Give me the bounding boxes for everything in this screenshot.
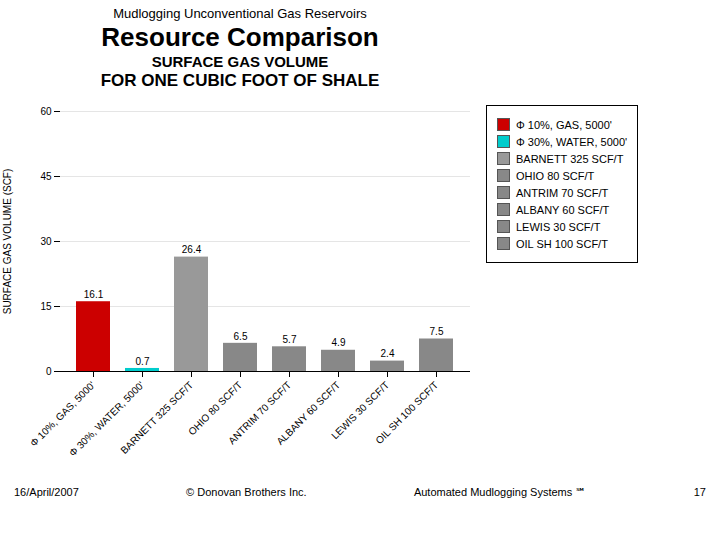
- svg-text:16.1: 16.1: [84, 289, 104, 300]
- html-text:OHIO 80 SCF/T: OHIO 80 SCF/T: [516, 169, 595, 182]
- html-text:OIL SH 100 SCF/T: OIL SH 100 SCF/T: [516, 237, 608, 250]
- svg-text:Φ 10%, GAS, 5000': Φ 10%, GAS, 5000': [27, 379, 98, 449]
- svg-text:SURFACE GAS VOLUME (SCF): SURFACE GAS VOLUME (SCF): [2, 169, 13, 315]
- svg-text:26.4: 26.4: [182, 244, 202, 255]
- html-text:Φ 10%, GAS, 5000': Φ 10%, GAS, 5000': [516, 118, 612, 131]
- html-text:Φ 30%, WATER, 5000': Φ 30%, WATER, 5000': [516, 135, 628, 148]
- html-text:ANTRIM 70 SCF/T: ANTRIM 70 SCF/T: [516, 186, 609, 199]
- html-text:16/April/2007: 16/April/2007: [14, 486, 79, 499]
- svg-text:7.5: 7.5: [430, 326, 444, 337]
- svg-text:Φ 30%, WATER, 5000': Φ 30%, WATER, 5000': [66, 379, 147, 459]
- html-text:SURFACE GAS VOLUME: SURFACE GAS VOLUME: [151, 52, 329, 70]
- svg-text:2.4: 2.4: [381, 348, 395, 359]
- html-text:ALBANY 60 SCF/T: ALBANY 60 SCF/T: [516, 203, 610, 216]
- html-text:Mudlogging Unconventional Gas: Mudlogging Unconventional Gas Reservoirs: [113, 6, 367, 21]
- svg-text:0: 0: [46, 366, 52, 377]
- svg-text:OHIO 80 SCF/T: OHIO 80 SCF/T: [186, 379, 245, 438]
- svg-text:6.5: 6.5: [234, 331, 248, 342]
- svg-text:0.7: 0.7: [136, 356, 150, 367]
- svg-text:45: 45: [40, 171, 52, 182]
- svg-text:LEWIS 30 SCF/T: LEWIS 30 SCF/T: [329, 379, 392, 442]
- html-text:Resource Comparison: Resource Comparison: [101, 21, 379, 52]
- html-text:FOR ONE CUBIC FOOT OF SHALE: FOR ONE CUBIC FOOT OF SHALE: [100, 70, 380, 90]
- html-text:© Donovan Brothers Inc.: © Donovan Brothers Inc.: [186, 486, 307, 499]
- svg-text:OIL SH 100 SCF/T: OIL SH 100 SCF/T: [373, 379, 440, 446]
- html-text:LEWIS 30 SCF/T: LEWIS 30 SCF/T: [516, 220, 601, 233]
- svg-text:15: 15: [40, 301, 52, 312]
- svg-text:60: 60: [40, 106, 52, 117]
- html-text:Automated Mudlogging Systems ℠: Automated Mudlogging Systems ℠: [413, 486, 587, 499]
- svg-text:ANTRIM 70 SCF/T: ANTRIM 70 SCF/T: [226, 379, 294, 447]
- svg-text:BARNETT 325 SCF/T: BARNETT 325 SCF/T: [118, 379, 195, 456]
- svg-text:ALBANY 60 SCF/T: ALBANY 60 SCF/T: [274, 379, 343, 448]
- svg-text:4.9: 4.9: [332, 338, 346, 349]
- html-text:17: 17: [693, 486, 706, 499]
- svg-text:5.7: 5.7: [283, 334, 297, 345]
- svg-text:30: 30: [40, 236, 52, 247]
- html-text:BARNETT 325 SCF/T: BARNETT 325 SCF/T: [516, 152, 624, 165]
